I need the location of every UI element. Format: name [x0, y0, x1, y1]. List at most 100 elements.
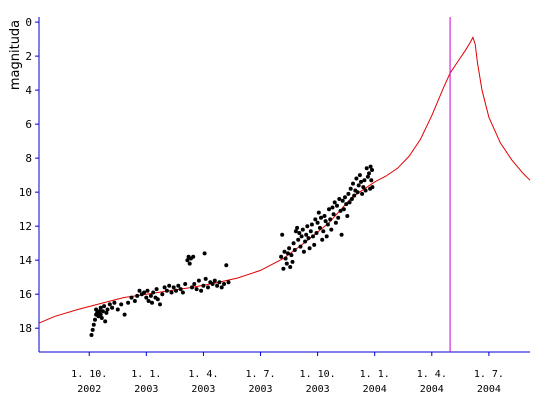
observation-point — [288, 265, 293, 269]
observation-point — [357, 173, 362, 178]
observation-point — [311, 234, 315, 239]
x-tick-label-line1: 1. 10. — [300, 369, 336, 380]
observation-point — [355, 190, 360, 195]
observation-point — [89, 333, 94, 337]
observation-point — [303, 239, 308, 244]
observation-point — [99, 316, 104, 320]
observation-point — [137, 288, 142, 293]
y-tick-label: 6 — [25, 118, 32, 131]
observation-point — [110, 305, 115, 310]
observation-point — [290, 259, 295, 264]
observation-point — [219, 285, 224, 290]
observation-point — [308, 229, 313, 234]
observation-point — [284, 261, 289, 266]
observation-point — [155, 297, 160, 302]
observation-point — [222, 282, 226, 286]
observation-point — [174, 288, 178, 293]
observation-point — [102, 304, 107, 309]
observation-point — [307, 246, 312, 251]
observation-point — [352, 193, 357, 198]
observation-point — [126, 300, 131, 305]
observation-point — [329, 227, 334, 232]
observation-point — [202, 251, 207, 256]
observation-point — [343, 195, 347, 200]
observation-point — [150, 300, 154, 305]
observation-point — [129, 295, 134, 300]
observation-point — [351, 181, 355, 186]
y-tick-label: 14 — [19, 254, 33, 267]
observation-point — [104, 310, 109, 315]
observation-point — [199, 288, 204, 293]
observation-point — [292, 248, 297, 252]
observation-point — [370, 168, 374, 172]
observation-point — [359, 179, 363, 184]
x-tick-label-line2: 2004 — [363, 384, 387, 395]
x-tick-label-line2: 2004 — [420, 384, 444, 395]
observation-point — [340, 198, 345, 203]
x-tick-label-line1: 1. 4. — [188, 369, 218, 380]
x-tick-label-line2: 2003 — [191, 384, 215, 395]
observation-point — [360, 191, 365, 196]
observation-point — [194, 287, 199, 292]
observation-point — [146, 299, 151, 303]
observation-point — [287, 246, 292, 251]
x-tick-label-line1: 1. 4. — [417, 369, 447, 380]
observation-point — [370, 185, 375, 190]
y-tick-label: 4 — [25, 84, 32, 97]
observation-point — [316, 210, 321, 215]
observation-point — [100, 309, 105, 314]
observation-point — [304, 232, 309, 237]
prediction-curve — [38, 36, 531, 324]
observation-point — [98, 312, 103, 317]
observation-point — [319, 215, 323, 220]
observation-point — [93, 317, 97, 322]
observation-point — [167, 283, 172, 288]
axes — [38, 17, 530, 353]
observation-point — [333, 220, 338, 225]
observation-point — [176, 283, 181, 288]
observation-point — [293, 229, 298, 234]
observation-point — [367, 171, 371, 176]
x-tick-label-line2: 2003 — [306, 384, 330, 395]
observation-point — [280, 232, 285, 237]
observation-point — [300, 227, 305, 232]
observation-point — [132, 299, 137, 303]
observation-point — [301, 249, 306, 254]
observation-point — [206, 285, 210, 290]
observation-point — [323, 219, 328, 224]
observation-point — [183, 282, 188, 286]
observation-point — [151, 290, 156, 295]
observation-point — [321, 229, 326, 234]
observation-point — [171, 285, 176, 290]
observation-point — [365, 174, 370, 179]
y-tick-label: 18 — [19, 322, 32, 335]
observation-point — [315, 220, 320, 225]
observation-point — [91, 322, 96, 327]
y-tick-label: 8 — [25, 152, 32, 165]
observation-point — [97, 309, 102, 314]
y-tick-label: 12 — [19, 220, 32, 233]
x-tick-label-line1: 1. 1. — [131, 369, 161, 380]
observation-point — [368, 164, 373, 169]
observation-point — [347, 200, 352, 205]
observation-point — [105, 307, 110, 312]
observation-point — [154, 287, 159, 292]
observation-point — [212, 278, 217, 283]
observation-point — [282, 249, 287, 254]
observation-point — [178, 287, 183, 292]
observation-point — [305, 224, 310, 229]
observation-point — [322, 214, 327, 218]
y-tick-label: 0 — [25, 16, 32, 29]
observation-point — [297, 231, 302, 235]
observation-point — [337, 197, 342, 201]
observation-point — [332, 200, 337, 205]
observation-point — [187, 261, 192, 266]
x-tick-label-line1: 1. 1. — [360, 369, 390, 380]
observation-point — [363, 188, 368, 193]
observation-point — [215, 283, 220, 288]
observation-point — [325, 222, 330, 227]
observation-point — [346, 191, 351, 196]
observation-point — [327, 207, 331, 212]
observation-point — [295, 225, 300, 230]
